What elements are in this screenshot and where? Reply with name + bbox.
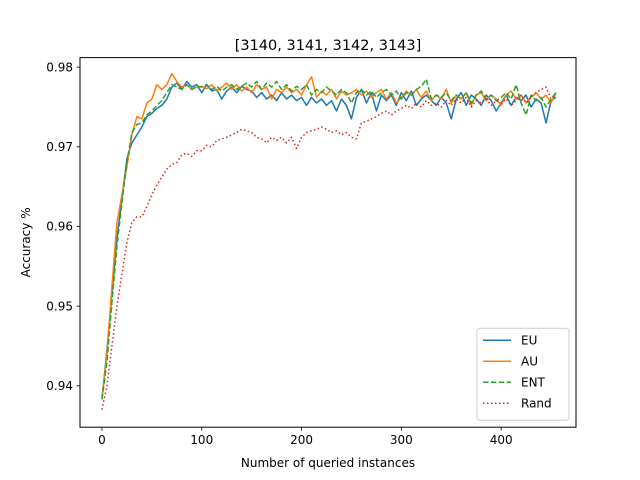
y-tick-label: 0.98 <box>46 60 73 74</box>
y-axis-label: Accuracy % <box>19 207 33 277</box>
x-tick-label: 300 <box>390 433 413 447</box>
y-tick-label: 0.94 <box>46 379 73 393</box>
series-line-ent <box>101 78 557 400</box>
legend-label-eu: EU <box>521 334 537 348</box>
y-tick-label: 0.95 <box>46 299 73 313</box>
series-line-rand <box>101 86 557 410</box>
x-tick-label: 200 <box>290 433 313 447</box>
series-line-eu <box>101 80 557 400</box>
y-axis: 0.94 0.95 0.96 0.97 0.98 <box>46 60 80 393</box>
x-axis-label: Number of queried instances <box>241 456 415 470</box>
legend-label-ent: ENT <box>521 376 546 390</box>
legend-label-au: AU <box>521 355 538 369</box>
y-tick-label: 0.96 <box>46 220 73 234</box>
x-tick-label: 400 <box>490 433 513 447</box>
x-tick-label: 100 <box>190 433 213 447</box>
legend: EU AU ENT Rand <box>476 327 570 421</box>
axes-frame <box>79 57 577 428</box>
y-tick-label: 0.97 <box>46 140 73 154</box>
chart-title: [3140, 3141, 3142, 3143] <box>235 38 422 54</box>
x-tick-label: 0 <box>98 433 106 447</box>
series-layer <box>101 72 557 410</box>
series-line-au <box>101 72 557 398</box>
legend-box <box>476 327 570 421</box>
x-axis: 0 100 200 300 400 <box>98 427 513 447</box>
legend-label-rand: Rand <box>521 397 552 411</box>
